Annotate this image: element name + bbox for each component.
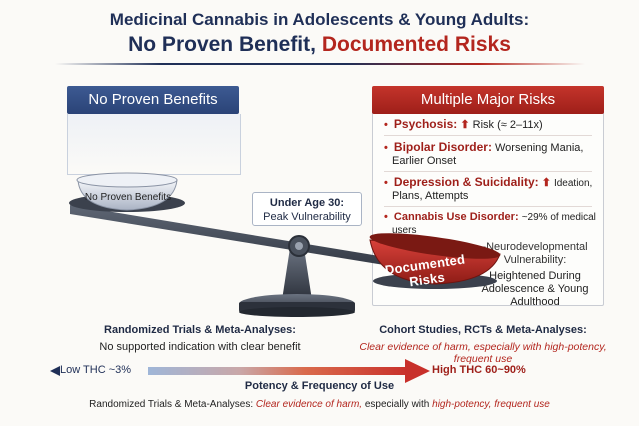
up-arrow-icon: ⬆ <box>541 177 551 189</box>
benefit-header: No Proven Benefits <box>67 86 239 114</box>
up-arrow-icon: ⬆ <box>460 119 470 131</box>
title-divider <box>55 63 585 65</box>
title-line-1: Medicinal Cannabis in Adolescents & Youn… <box>109 10 530 29</box>
benefit-pan <box>69 172 185 212</box>
scale-beam <box>70 205 440 274</box>
under-30-callout: Under Age 30: Peak Vulnerability <box>252 192 362 226</box>
bullet-icon: • <box>384 211 388 223</box>
bullet-icon: • <box>384 119 388 131</box>
potency-axis-label: Potency & Frequency of Use <box>244 380 395 392</box>
risk-item-cud: • Cannabis Use Disorder: ~29% of medical… <box>384 211 596 236</box>
bullet-icon: • <box>384 177 388 189</box>
footer-note: Randomized Trials & Meta-Analyses: Clear… <box>89 399 550 410</box>
risk-item-bipolar: • Bipolar Disorder: Worsening Mania, Ear… <box>384 140 584 168</box>
potency-arrow <box>50 359 430 383</box>
risk-item-depression: • Depression & Suicidality: ⬆ Ideation, … <box>384 175 593 203</box>
neurodevelopmental-note: -Neurodevelopmental Vulnerability: Heigh… <box>481 241 589 308</box>
left-caption: Randomized Trials & Meta-Analyses: No su… <box>99 324 301 353</box>
risk-item-psychosis: • Psychosis: ⬆ Risk (≈ 2–11x) <box>384 117 543 132</box>
high-thc-label: High THC 60~90% <box>432 364 526 376</box>
title-no-benefit: No Proven Benefit, <box>128 33 316 56</box>
benefit-panel-background <box>67 114 241 175</box>
scale-stand <box>239 235 355 317</box>
risk-divider <box>384 171 592 172</box>
bullet-icon: • <box>384 142 388 154</box>
right-caption: Cohort Studies, RCTs & Meta-Analyses: Cl… <box>359 324 607 365</box>
risk-header: Multiple Major Risks <box>372 86 604 114</box>
title-line-2: No Proven Benefit, Documented Risks <box>0 33 639 57</box>
risk-pan <box>369 233 501 289</box>
benefit-pan-label: No Proven Benefits <box>84 192 172 203</box>
risk-divider <box>384 135 592 136</box>
low-thc-label: Low THC ~3% <box>60 364 132 376</box>
risk-divider <box>384 206 592 207</box>
title-documented-risks: Documented Risks <box>321 33 511 56</box>
